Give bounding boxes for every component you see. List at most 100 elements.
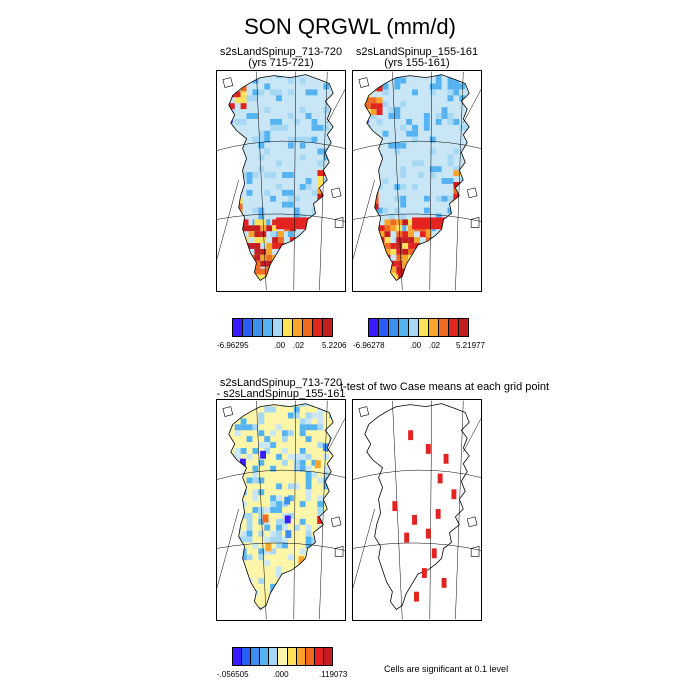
- graticule-line: [217, 542, 345, 551]
- colorbar-2-label-max: 5.21977: [456, 341, 485, 350]
- colorbar-swatch: [233, 648, 243, 665]
- graticule-line: [217, 508, 239, 588]
- colorbar-swatch: [369, 319, 379, 336]
- colorbar-swatch: [419, 319, 429, 336]
- significant-cell: [437, 473, 443, 484]
- colorbar-swatch: [305, 648, 315, 665]
- island-outline: [466, 187, 478, 199]
- significant-cell: [431, 548, 437, 559]
- colorbar-swatch: [389, 319, 399, 336]
- colorbar-3: [232, 647, 333, 666]
- colorbar-swatch: [287, 648, 297, 665]
- graticule-line: [319, 71, 328, 291]
- coastline: [228, 74, 334, 281]
- island-outline: [330, 187, 342, 199]
- colorbar-swatch: [399, 319, 409, 336]
- graticule-line: [217, 213, 345, 222]
- colorbar-1: [232, 318, 333, 337]
- panel-4-title: t-test of two Case means at each grid po…: [340, 381, 550, 393]
- map-panel-3: [216, 399, 346, 621]
- island-outline: [358, 77, 370, 88]
- colorbar-swatch: [379, 319, 389, 336]
- colorbar-swatch: [313, 319, 323, 336]
- graticule-line: [455, 400, 464, 620]
- figure-title: SON QRGWL (mm/d): [244, 14, 456, 39]
- panel-1-title-line2: (yrs 715-721): [248, 57, 314, 69]
- colorbar-1-label-mid: .02: [293, 341, 305, 350]
- panel-3-title: s2sLandSpinup_713-720 - s2sLandSpinup_15…: [216, 378, 346, 400]
- colorbar-2: [368, 318, 469, 337]
- map-panel-2: [352, 70, 482, 292]
- colorbar-1-label-zero: .00: [274, 341, 286, 350]
- colorbar-2-label-min: -6.96278: [353, 341, 385, 350]
- graticule-line: [327, 89, 345, 124]
- graticule-line: [353, 140, 481, 151]
- colorbar-swatch: [293, 319, 303, 336]
- colorbar-2-label-zero: .00: [410, 341, 422, 350]
- graticule-line: [455, 71, 464, 291]
- panel-3-title-line1: s2sLandSpinup_713-720: [219, 377, 343, 389]
- colorbar-1-label-min: -6.96295: [217, 341, 249, 350]
- colorbar-swatch: [314, 648, 324, 665]
- colorbar-swatch: [260, 648, 270, 665]
- significant-cell: [412, 514, 417, 525]
- colorbar-swatch: [439, 319, 449, 336]
- graticule-line: [353, 508, 375, 588]
- colorbar-1-label-max: 5.2206: [322, 341, 347, 350]
- panel-1-title: s2sLandSpinup_713-720 (yrs 715-721): [216, 47, 346, 69]
- graticule-line: [319, 400, 328, 620]
- colorbar-3-label-zero: .000: [273, 670, 289, 679]
- graticule-line: [217, 179, 239, 259]
- colorbar-3-label-min: -.056505: [217, 670, 249, 679]
- panel-2-title-line1: s2sLandSpinup_155-161: [355, 46, 479, 58]
- graticule-line: [256, 71, 267, 291]
- graticule-line: [256, 400, 267, 620]
- graticule-line: [353, 213, 481, 222]
- graticule-line: [392, 71, 403, 291]
- island-outline: [334, 217, 344, 228]
- graticule-line: [463, 418, 481, 453]
- graticule-line: [293, 400, 297, 620]
- significant-cell: [404, 532, 410, 543]
- panel-2-title: s2sLandSpinup_155-161 (yrs 155-161): [352, 47, 482, 69]
- island-outline: [358, 406, 370, 417]
- significant-cell: [408, 430, 414, 441]
- significant-cell: [425, 528, 431, 539]
- colorbar-swatch: [243, 319, 253, 336]
- graticule-line: [429, 71, 433, 291]
- significant-cell: [441, 577, 447, 588]
- colorbar-swatch: [273, 319, 283, 336]
- map-panel-4: [352, 399, 482, 621]
- significant-cell: [443, 453, 449, 464]
- colorbar-swatch: [429, 319, 439, 336]
- panel-1-title-line1: s2sLandSpinup_713-720: [219, 46, 343, 58]
- colorbar-swatch: [449, 319, 459, 336]
- colorbar-2-label-mid: .02: [429, 341, 441, 350]
- coastline: [364, 74, 470, 281]
- significant-cell: [392, 501, 398, 511]
- colorbar-swatch: [233, 319, 243, 336]
- significant-cell: [435, 509, 441, 519]
- graticule-line: [353, 542, 481, 551]
- significant-cell: [421, 568, 427, 578]
- island-outline: [470, 217, 480, 228]
- colorbar-swatch: [263, 319, 273, 336]
- colorbar-swatch: [269, 648, 279, 665]
- colorbar-swatch: [283, 319, 293, 336]
- panel-3-title-line2: - s2sLandSpinup_155-161: [216, 388, 346, 400]
- colorbar-swatch: [296, 648, 306, 665]
- graticule-line: [217, 140, 345, 151]
- panel-4-title-line1: t-test of two Case means at each grid po…: [340, 381, 550, 393]
- colorbar-swatch: [303, 319, 313, 336]
- island-outline: [470, 546, 480, 557]
- graticule-line: [217, 469, 345, 480]
- significant-cell: [425, 444, 431, 454]
- colorbar-swatch: [251, 648, 261, 665]
- colorbar-swatch: [409, 319, 419, 336]
- colorbar-swatch: [278, 648, 288, 665]
- significance-note: Cells are significant at 0.1 level: [384, 664, 509, 674]
- colorbar-swatch: [253, 319, 263, 336]
- colorbar-swatch: [459, 319, 468, 336]
- island-outline: [334, 546, 344, 557]
- significant-cell: [414, 591, 419, 602]
